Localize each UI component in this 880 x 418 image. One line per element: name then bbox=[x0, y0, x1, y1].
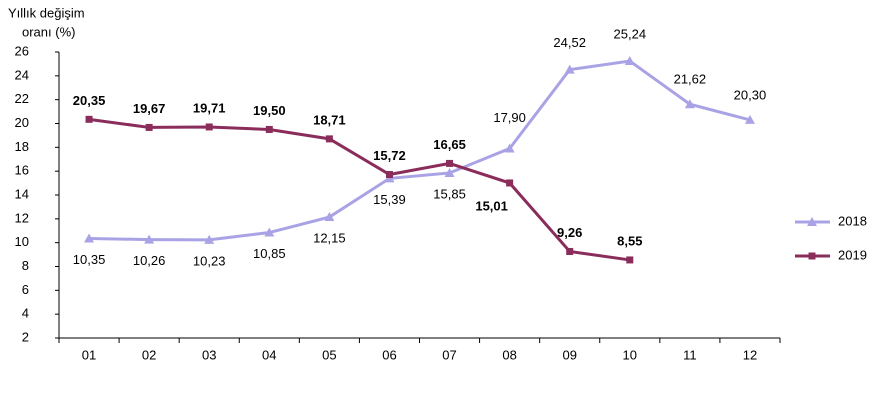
data-label: 25,24 bbox=[614, 26, 647, 41]
data-label: 19,50 bbox=[253, 103, 286, 118]
data-label: 9,26 bbox=[557, 225, 582, 240]
data-label: 21,62 bbox=[674, 72, 707, 87]
data-label: 24,52 bbox=[553, 35, 586, 50]
marker bbox=[808, 252, 816, 260]
data-label: 19,71 bbox=[193, 100, 226, 115]
data-label: 17,90 bbox=[493, 110, 526, 125]
data-label: 15,39 bbox=[373, 192, 406, 207]
marker bbox=[324, 212, 335, 222]
marker bbox=[84, 233, 95, 243]
x-tick-label: 06 bbox=[382, 347, 396, 362]
marker bbox=[205, 123, 213, 131]
x-tick-label: 07 bbox=[442, 347, 456, 362]
x-tick-label: 09 bbox=[562, 347, 576, 362]
data-label: 15,01 bbox=[475, 198, 508, 213]
marker bbox=[684, 99, 695, 109]
series-line bbox=[88, 117, 631, 262]
x-tick-label: 12 bbox=[743, 347, 757, 362]
data-label: 10,23 bbox=[193, 253, 226, 268]
y-tick-label: 16 bbox=[15, 163, 29, 178]
x-tick-label: 10 bbox=[623, 347, 637, 362]
y-tick-label: 10 bbox=[15, 234, 29, 249]
x-tick-label: 05 bbox=[322, 347, 336, 362]
marker bbox=[807, 217, 817, 226]
marker bbox=[564, 64, 575, 74]
y-tick-label: 14 bbox=[15, 186, 29, 201]
marker bbox=[264, 227, 275, 237]
marker bbox=[325, 135, 333, 143]
data-label: 10,85 bbox=[253, 246, 286, 261]
marker bbox=[265, 125, 273, 133]
y-axis-label: oranı (%) bbox=[22, 24, 75, 39]
y-tick-label: 24 bbox=[15, 67, 29, 82]
y-tick-label: 12 bbox=[15, 210, 29, 225]
data-label: 12,15 bbox=[313, 230, 346, 245]
data-label: 18,71 bbox=[313, 112, 346, 127]
marker bbox=[385, 171, 393, 179]
data-label: 10,35 bbox=[73, 252, 106, 267]
x-tick-label: 11 bbox=[683, 347, 697, 362]
marker bbox=[145, 123, 153, 131]
data-label: 8,55 bbox=[617, 233, 642, 248]
x-tick-label: 04 bbox=[262, 347, 276, 362]
data-label: 15,85 bbox=[433, 186, 466, 201]
marker bbox=[144, 234, 155, 244]
x-tick-label: 08 bbox=[502, 347, 516, 362]
y-tick-label: 18 bbox=[15, 139, 29, 154]
data-label: 20,35 bbox=[73, 93, 106, 108]
y-tick-label: 8 bbox=[22, 258, 29, 273]
marker bbox=[744, 114, 755, 124]
marker bbox=[624, 56, 635, 66]
data-label: 20,30 bbox=[734, 87, 767, 102]
y-tick-label: 6 bbox=[22, 282, 29, 297]
data-label: 19,67 bbox=[133, 101, 166, 116]
marker bbox=[444, 167, 455, 177]
data-label: 10,26 bbox=[133, 253, 166, 268]
y-tick-label: 22 bbox=[15, 91, 29, 106]
x-tick-label: 02 bbox=[142, 347, 156, 362]
marker bbox=[566, 247, 574, 255]
data-label: 15,72 bbox=[373, 148, 406, 163]
series-line bbox=[89, 59, 751, 242]
y-tick-label: 2 bbox=[22, 329, 29, 344]
legend-label: 2018 bbox=[838, 213, 867, 228]
x-tick-label: 01 bbox=[82, 347, 96, 362]
data-label: 16,65 bbox=[433, 137, 466, 152]
marker bbox=[504, 143, 515, 153]
y-tick-label: 20 bbox=[15, 115, 29, 130]
x-tick-label: 03 bbox=[202, 347, 216, 362]
legend-label: 2019 bbox=[838, 247, 867, 262]
marker bbox=[506, 179, 514, 187]
y-axis-label: Yıllık değişim bbox=[8, 5, 85, 20]
marker bbox=[204, 234, 215, 244]
marker bbox=[85, 115, 93, 123]
y-tick-label: 4 bbox=[22, 306, 29, 321]
marker bbox=[446, 159, 454, 167]
y-tick-label: 26 bbox=[15, 43, 29, 58]
marker bbox=[626, 256, 634, 264]
